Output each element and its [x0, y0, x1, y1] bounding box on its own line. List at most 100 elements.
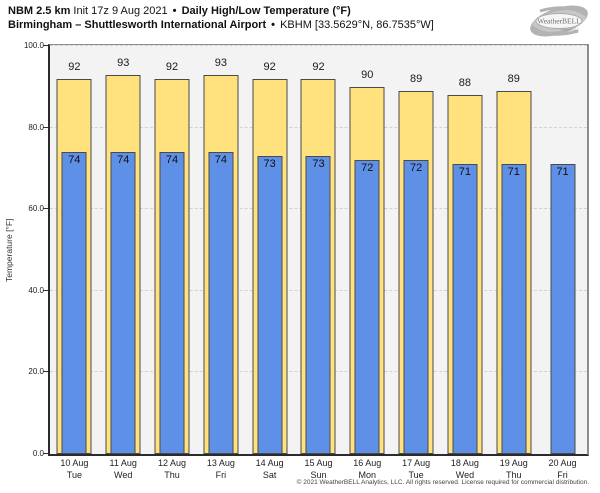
x-tick-label: 19 Aug Thu [484, 458, 544, 481]
x-tick-date: 16 Aug [353, 458, 382, 468]
y-tick-mark [43, 45, 48, 46]
x-tick-date: 20 Aug [548, 458, 577, 468]
low-temp-bar: 71 [452, 164, 478, 454]
day-slot-19-aug: 89 71 19 Aug Thu [489, 45, 538, 480]
x-tick-label: 18 Aug Wed [435, 458, 495, 481]
copyright-notice: © 2021 WeatherBELL Analytics, LLC. All r… [296, 479, 589, 486]
low-temp-value: 71 [556, 166, 569, 179]
init-time: Init 17z 9 Aug 2021 [73, 5, 168, 17]
title-line-1: NBM 2.5 km Init 17z 9 Aug 2021 • Daily H… [8, 4, 434, 18]
x-tick-weekday: Fri [557, 469, 568, 480]
high-temp-value: 88 [458, 76, 472, 89]
low-temp-bar: 74 [159, 152, 185, 454]
chart-header: NBM 2.5 km Init 17z 9 Aug 2021 • Daily H… [8, 4, 434, 32]
low-temp-value: 73 [263, 158, 276, 171]
x-tick-date: 12 Aug [158, 458, 187, 468]
high-temp-value: 92 [263, 60, 276, 73]
x-tick-weekday: Wed [455, 469, 475, 480]
day-slot-15-aug: 92 73 15 Aug Sun [294, 45, 343, 480]
low-temp-value: 71 [507, 166, 520, 179]
low-temp-value: 71 [458, 166, 472, 179]
x-tick-weekday: Tue [408, 469, 424, 480]
x-tick-date: 11 Aug [109, 458, 137, 468]
x-tick-weekday: Wed [114, 469, 133, 480]
low-temp-bar: 72 [354, 160, 380, 454]
logo-brand-text: WeatherBELL [537, 17, 581, 26]
product-title: Daily High/Low Temperature (°F) [181, 5, 351, 17]
low-temp-value: 72 [361, 162, 374, 175]
y-tick-label: 0.0 [32, 449, 44, 458]
y-tick-label: 20.0 [28, 367, 44, 377]
x-tick-label: 11 Aug Wed [93, 458, 153, 481]
x-tick-date: 19 Aug [499, 458, 528, 468]
low-temp-value: 74 [68, 154, 81, 167]
x-tick-weekday: Sun [310, 469, 327, 480]
x-tick-weekday: Sat [262, 469, 277, 480]
y-axis-title: Temperature [°F] [4, 218, 14, 282]
high-temp-value: 92 [312, 60, 325, 73]
plot-area: 92 74 10 Aug Tue 93 74 11 Aug Wed 92 74 12 Aug Thu 9… [24, 41, 589, 480]
low-temp-bar: 71 [501, 164, 527, 454]
y-tick-mark [43, 289, 48, 291]
x-tick-label: 16 Aug Mon [337, 458, 397, 481]
day-slot-11-aug: 93 74 11 Aug Wed [99, 45, 148, 480]
station-coordinates: KBHM [33.5629°N, 86.7535°W] [280, 19, 434, 31]
high-temp-value: 89 [507, 72, 520, 85]
low-temp-value: 72 [409, 162, 423, 175]
gridline-100.0 [50, 45, 587, 46]
x-tick-date: 13 Aug [206, 458, 235, 468]
x-tick-label: 17 Aug Tue [386, 458, 446, 481]
high-temp-value: 89 [409, 72, 423, 85]
y-tick-label: 100.0 [23, 41, 44, 50]
x-tick-weekday: Thu [505, 469, 522, 480]
x-tick-weekday: Mon [358, 469, 377, 480]
x-tick-date: 14 Aug [255, 458, 284, 468]
day-slot-20-aug: 71 20 Aug Fri [538, 45, 587, 480]
bullet-separator: • [172, 5, 177, 17]
low-temp-bar: 74 [61, 152, 87, 454]
y-tick-mark [43, 453, 48, 454]
day-slot-18-aug: 88 71 18 Aug Wed [441, 45, 490, 480]
high-temp-value: 92 [68, 60, 81, 73]
low-temp-bar: 74 [110, 152, 136, 454]
x-tick-date: 15 Aug [304, 458, 333, 468]
x-tick-label: 13 Aug Fri [191, 458, 251, 481]
low-temp-bar: 73 [257, 156, 283, 454]
y-tick-mark [43, 126, 48, 128]
low-temp-bar: 74 [208, 152, 234, 454]
day-slot-17-aug: 89 72 17 Aug Tue [392, 45, 441, 480]
bar-slots: 92 74 10 Aug Tue 93 74 11 Aug Wed 92 74 12 Aug Thu 9… [50, 45, 587, 480]
y-tick-mark [43, 208, 48, 210]
day-slot-14-aug: 92 73 14 Aug Sat [245, 45, 294, 480]
location-name: Birmingham – Shuttlesworth International… [8, 19, 267, 31]
day-slot-16-aug: 90 72 16 Aug Mon [343, 45, 392, 480]
high-temp-value: 92 [165, 60, 179, 73]
high-temp-value: 93 [214, 56, 227, 69]
x-tick-weekday: Fri [215, 469, 227, 480]
weatherbell-logo: WeatherBELL Analytics LLC [520, 1, 598, 41]
day-slot-10-aug: 92 74 10 Aug Tue [50, 45, 99, 480]
low-temp-bar: 71 [550, 164, 576, 454]
x-tick-date: 18 Aug [450, 458, 479, 468]
day-slot-13-aug: 93 74 13 Aug Fri [196, 45, 245, 480]
high-temp-value: 90 [361, 68, 374, 81]
x-tick-label: 10 Aug Tue [44, 458, 104, 481]
y-tick-mark [43, 371, 48, 373]
model-name: NBM 2.5 km [8, 5, 71, 17]
y-tick-label: 60.0 [28, 204, 44, 214]
low-temp-value: 73 [312, 158, 325, 171]
x-tick-weekday: Tue [66, 469, 82, 480]
low-temp-value: 74 [165, 154, 179, 167]
low-temp-value: 74 [117, 154, 130, 167]
high-temp-value: 93 [117, 56, 130, 69]
low-temp-bar: 72 [403, 160, 429, 454]
weatherbell-swirl-icon: WeatherBELL Analytics LLC [530, 5, 588, 37]
low-temp-value: 74 [214, 154, 227, 167]
y-tick-label: 80.0 [28, 122, 44, 132]
x-tick-date: 10 Aug [60, 458, 89, 468]
bullet-separator: • [271, 19, 276, 31]
x-tick-weekday: Thu [164, 469, 180, 480]
title-line-2: Birmingham – Shuttlesworth International… [8, 18, 434, 32]
x-tick-label: 15 Aug Sun [288, 458, 348, 481]
logo-sub-text: Analytics LLC [561, 28, 580, 32]
